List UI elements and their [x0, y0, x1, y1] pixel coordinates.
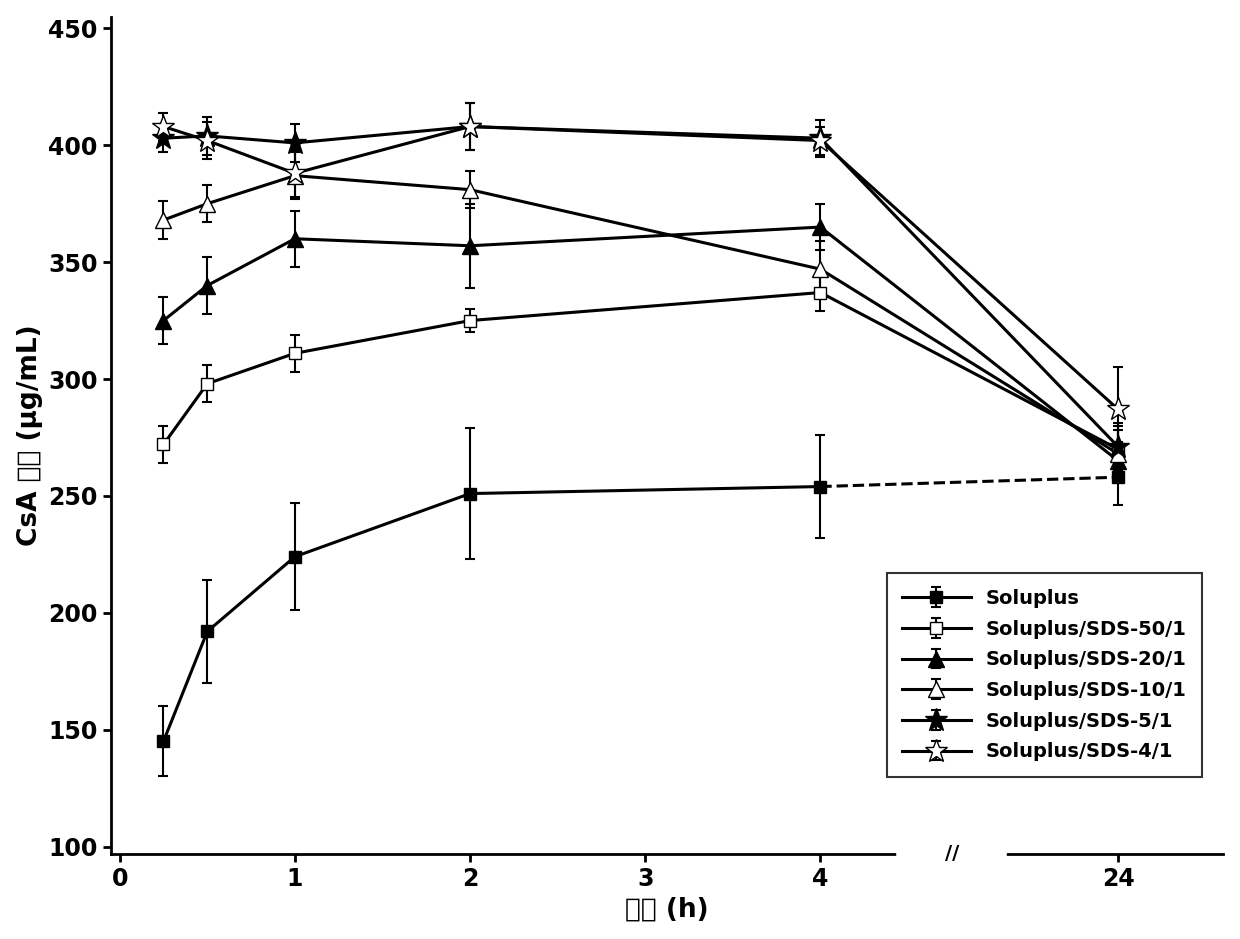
X-axis label: 时间 (h): 时间 (h) [625, 897, 709, 922]
Text: //: // [945, 844, 959, 863]
Y-axis label: CsA 浓度 (μg/mL): CsA 浓度 (μg/mL) [16, 324, 42, 546]
Legend: Soluplus, Soluplus/SDS-50/1, Soluplus/SDS-20/1, Soluplus/SDS-10/1, Soluplus/SDS-: Soluplus, Soluplus/SDS-50/1, Soluplus/SD… [887, 574, 1203, 777]
